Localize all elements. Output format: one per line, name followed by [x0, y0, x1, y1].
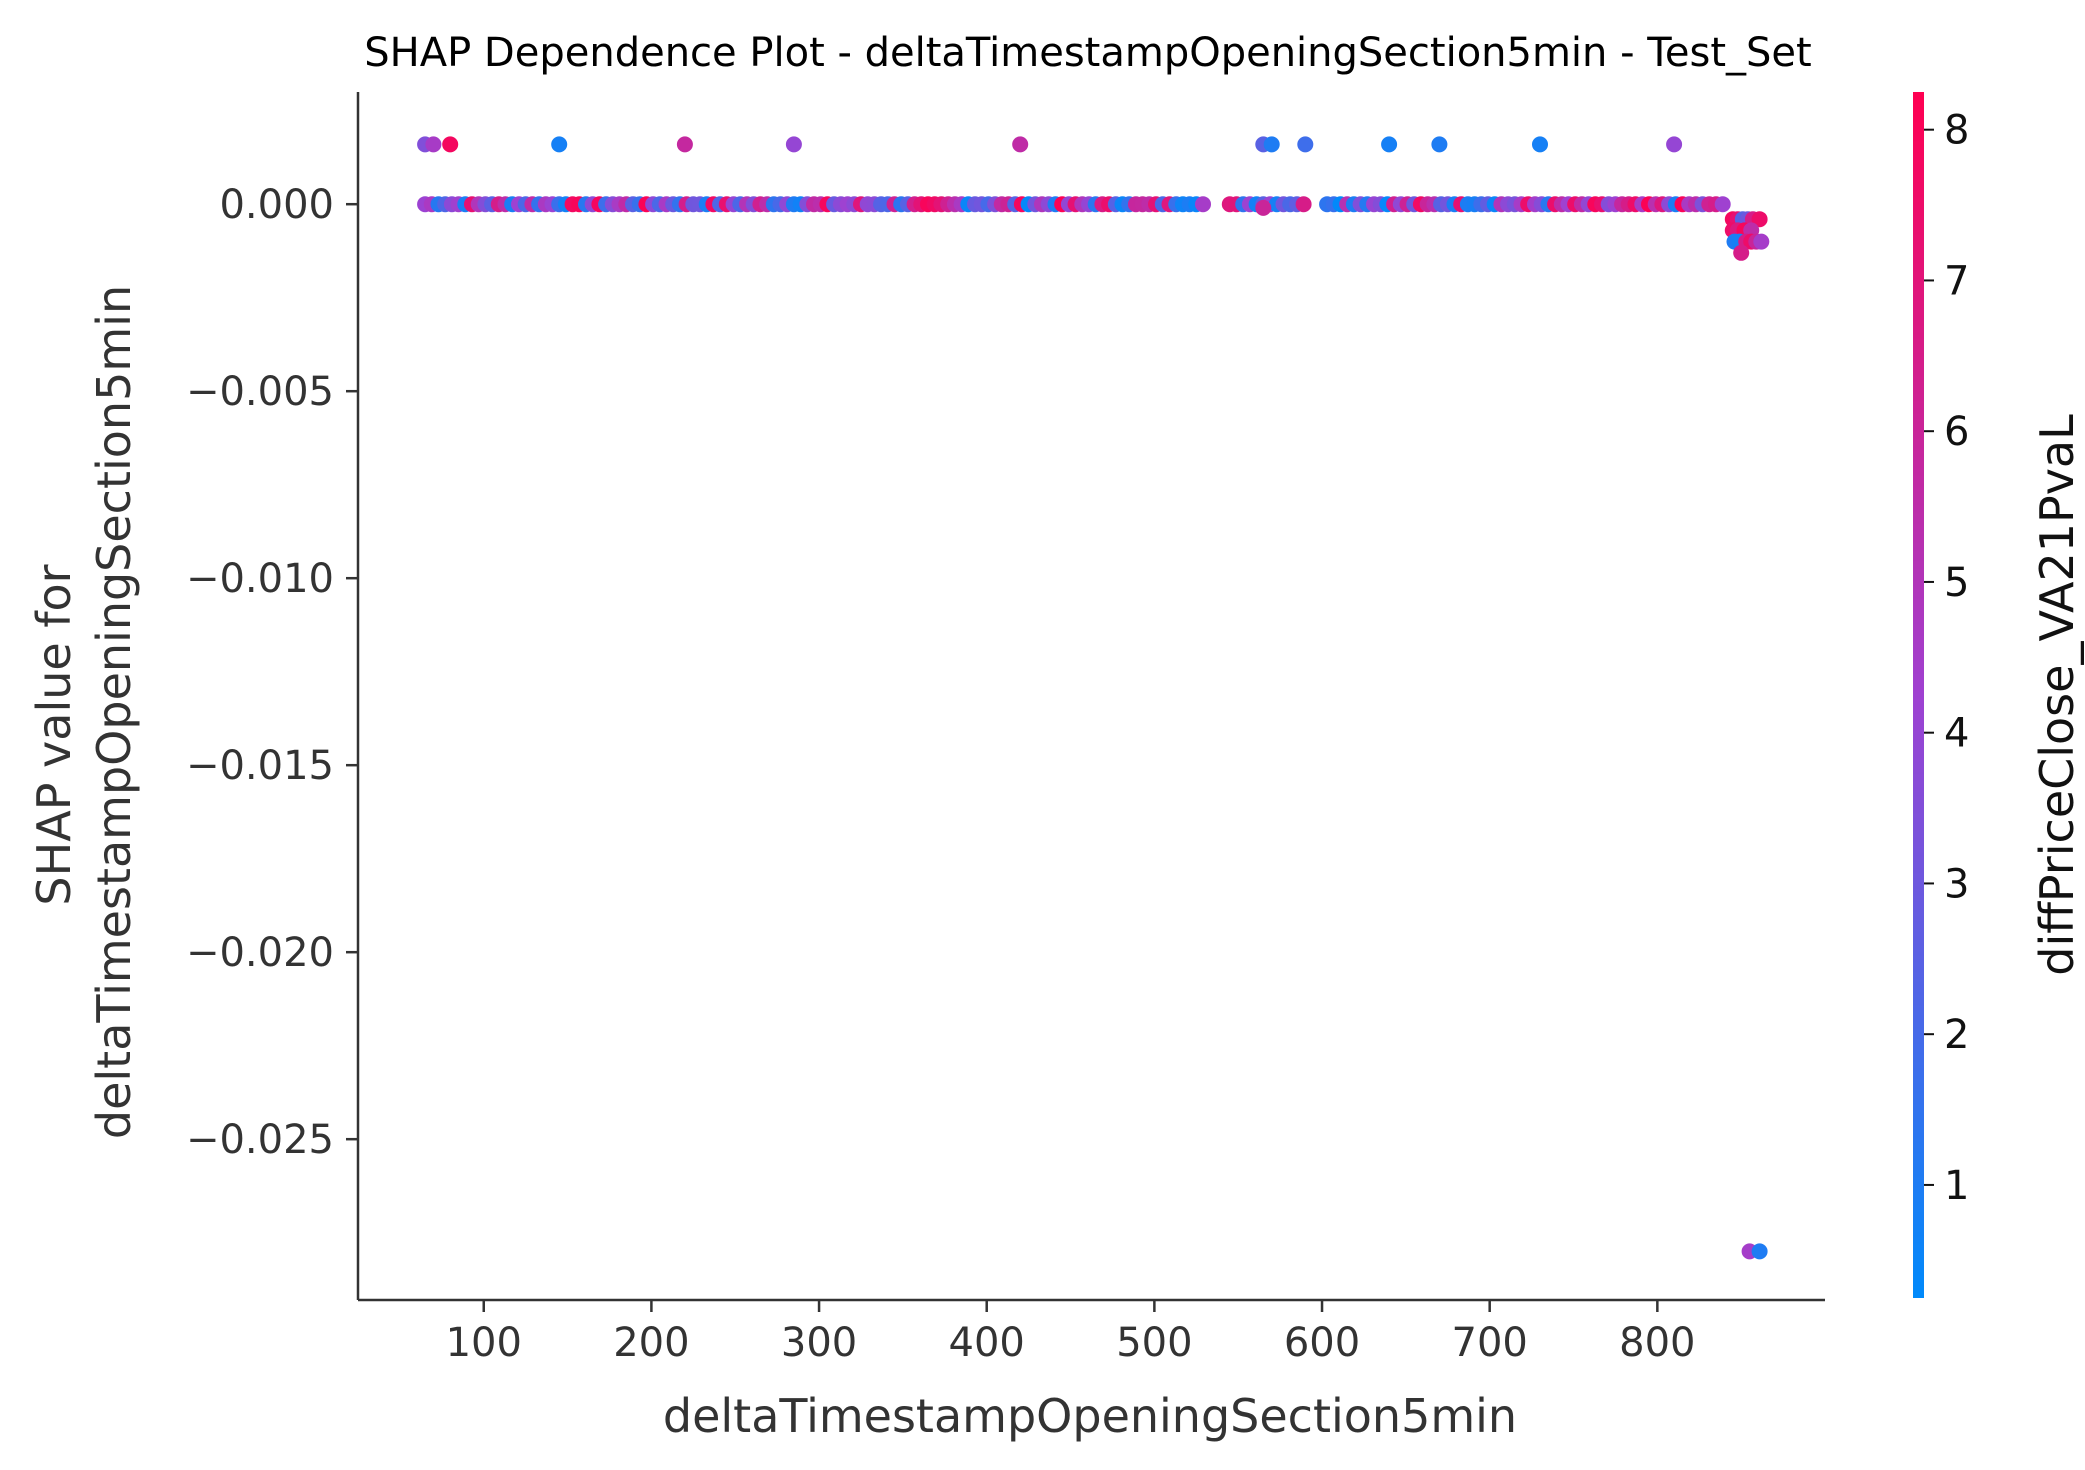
data-point	[1263, 136, 1280, 153]
chart-title: SHAP Dependence Plot - deltaTimestampOpe…	[364, 30, 1811, 76]
y-axis-title-line2: deltaTimestampOpeningSection5min	[87, 285, 141, 1139]
y-axis-title-line1: SHAP value for	[27, 564, 81, 905]
colorbar-title: diffPriceClose_VA21PvaL	[2030, 414, 2084, 976]
data-point	[1381, 136, 1398, 153]
x-axis-title: deltaTimestampOpeningSection5min	[663, 1389, 1517, 1443]
y-axis-ticks: 0.000 −0.005 −0.010 −0.015 −0.020 −0.025	[186, 182, 358, 1163]
y-tick-label: −0.005	[186, 369, 334, 415]
data-point	[425, 136, 442, 153]
data-point	[1751, 211, 1768, 228]
x-tick-label: 400	[949, 1320, 1025, 1366]
colorbar-tick-label: 8	[1944, 108, 1969, 154]
x-axis-ticks: 100 200 300 400 500 600 700 800	[446, 1300, 1696, 1366]
data-point	[1431, 136, 1448, 153]
colorbar-tick-label: 6	[1944, 409, 1969, 455]
y-tick-label: −0.010	[186, 556, 334, 602]
data-point	[1195, 196, 1211, 213]
colorbar	[1913, 92, 1924, 1298]
data-point	[1714, 196, 1731, 213]
data-point	[1255, 199, 1272, 216]
colorbar-tick-label: 3	[1944, 861, 1969, 907]
x-tick-label: 200	[613, 1320, 689, 1366]
x-tick-label: 100	[446, 1320, 522, 1366]
data-point	[785, 136, 802, 153]
data-point	[1751, 1243, 1768, 1260]
x-tick-label: 800	[1619, 1320, 1695, 1366]
data-point	[1666, 136, 1683, 153]
y-tick-label: 0.000	[219, 182, 334, 228]
scatter-points	[417, 136, 1770, 1260]
data-point	[1733, 244, 1750, 261]
y-tick-label: −0.020	[186, 930, 334, 976]
data-point	[551, 136, 568, 153]
x-tick-label: 300	[781, 1320, 857, 1366]
x-tick-label: 700	[1452, 1320, 1528, 1366]
data-point	[1012, 136, 1029, 153]
colorbar-tick-label: 5	[1944, 560, 1969, 606]
data-point	[1532, 136, 1548, 153]
colorbar-tick-label: 2	[1944, 1012, 1969, 1058]
x-tick-label: 500	[1116, 1320, 1192, 1366]
y-tick-label: −0.015	[186, 743, 334, 789]
data-point	[1297, 136, 1314, 153]
y-tick-label: −0.025	[186, 1117, 334, 1163]
data-point	[676, 136, 693, 153]
data-point	[1295, 196, 1312, 213]
colorbar-ticks: 1 2 3 4 5 6 7 8	[1924, 108, 1969, 1209]
x-tick-label: 600	[1284, 1320, 1360, 1366]
data-point	[442, 136, 459, 153]
colorbar-tick-label: 4	[1944, 711, 1969, 757]
colorbar-tick-label: 1	[1944, 1163, 1969, 1209]
colorbar-tick-label: 7	[1944, 258, 1969, 304]
data-point	[1753, 233, 1770, 250]
